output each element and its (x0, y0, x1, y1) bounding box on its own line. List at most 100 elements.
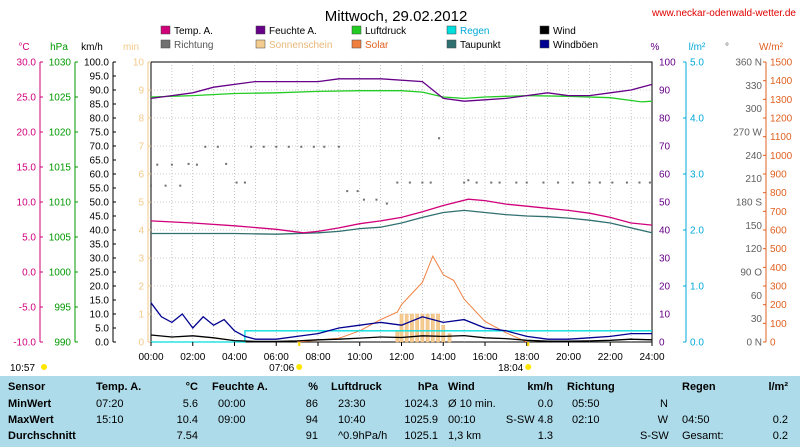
richtung-point (525, 181, 528, 184)
series-feuchte-a- (150, 78, 653, 102)
axis-tick-label-wind: 5.0 (95, 324, 109, 335)
axis-unit-press: hPa (50, 42, 68, 53)
legend-swatch (539, 39, 550, 49)
axis-tick-label-press: 1025 (49, 93, 72, 104)
sonnenschein-bar (415, 313, 419, 343)
axis-tick-label-dir: 270 W (733, 128, 762, 139)
sonnenschein-bar (431, 313, 435, 343)
x-tick-label: 06:00 (264, 352, 289, 363)
series-taupunkt (151, 209, 653, 235)
axis-tick-label-press: 1030 (49, 58, 72, 69)
richtung-point (557, 181, 560, 184)
sonnenschein-bar (420, 313, 425, 343)
stats-header-temp: Temp. A. (96, 381, 142, 393)
axis-tick-label-solar: 200 (770, 300, 787, 311)
richtung-point (170, 163, 173, 166)
richtung-point (179, 184, 182, 187)
axis-tick-label-hum: 70 (659, 142, 671, 153)
richtung-point (438, 137, 441, 140)
axis-unit-temp: °C (18, 42, 29, 53)
axis-tick-label-solar: 700 (770, 207, 787, 218)
x-tick-label: 22:00 (598, 352, 623, 363)
sun-markers: 10:57 07:06 18:04 (10, 342, 532, 374)
axis-tick-label-temp: 30.0 (17, 58, 37, 69)
richtung-point (356, 190, 359, 193)
sun-icon (41, 364, 47, 370)
stats-cell-regen-val: 0.2 (772, 430, 788, 442)
sun-icon (525, 364, 532, 370)
stats-header-temp-unit: °C (185, 381, 198, 393)
axis-tick-label-hum: 100 (659, 58, 676, 69)
stats-cell-druck-val: 1025.1 (404, 430, 438, 442)
axis-tick-label-dir: 0 N (746, 338, 762, 349)
richtung-point (475, 181, 478, 184)
axis-tick-label-wind: 20.0 (90, 282, 110, 293)
axis-tick-label-solar: 100 (770, 319, 787, 330)
axis-tick-label-solar: 600 (770, 226, 787, 237)
axis-tick-label-solar: 1300 (770, 95, 793, 106)
axis-tick-label-wind: 85.0 (90, 100, 110, 111)
stats-header-richtung: Richtung (567, 381, 615, 393)
richtung-point (346, 190, 349, 193)
x-tick-label: 12:00 (389, 352, 414, 363)
axis-unit-hum: % (651, 42, 660, 53)
stats-cell-wind-time: 00:10 (448, 414, 476, 426)
x-tick-label: 00:00 (138, 352, 163, 363)
legend-swatch (351, 39, 362, 49)
axis-tick-label-solar: 1200 (770, 114, 793, 125)
axis-tick-label-solar: 300 (770, 282, 787, 293)
axis-tick-label-hum: 10 (659, 310, 671, 321)
axis-tick-label-rain: 4.0 (690, 114, 704, 125)
sonnenschein-bar (404, 313, 409, 343)
axis-tick-label-rain: 3.0 (690, 170, 704, 181)
richtung-point (225, 162, 228, 165)
stats-header-feuchte-unit: % (308, 381, 318, 393)
axis-tick-label-temp: 15.0 (17, 163, 37, 174)
stats-cell-druck-time: 10:40 (338, 414, 366, 426)
x-tick-label: 10:00 (347, 352, 372, 363)
axis-tick-label-rain: 5.0 (690, 58, 704, 69)
axis-tick-label-hum: 20 (659, 282, 671, 293)
x-axis: 00:00 02:00 04:00 06:00 08:00 10:00 12:00 14:00… (138, 342, 665, 363)
axis-tick-label-hum: 50 (659, 198, 671, 209)
axis-tick-label-temp: 20.0 (17, 128, 37, 139)
richtung-point (300, 145, 303, 148)
x-tick-label: 24:00 (639, 352, 664, 363)
richtung-point (195, 163, 198, 166)
richtung-point (498, 181, 501, 184)
axis-tick-label-sun: 0 (138, 338, 144, 349)
richtung-point (262, 145, 265, 148)
sun-marker-label: 07:06 (269, 363, 294, 374)
richtung-point (542, 181, 545, 184)
legend-swatch (446, 39, 457, 49)
richtung-point (638, 181, 641, 184)
axis-tick-label-dir: 360 N (735, 58, 762, 69)
x-tick-label: 20:00 (556, 352, 581, 363)
richtung-point (275, 145, 278, 148)
legend-label: Sonnenschein (269, 40, 332, 51)
stats-cell-feuchte-val: 91 (305, 430, 318, 442)
stats-cell-temp-val: 5.6 (182, 398, 198, 410)
stats-cell-richtung-val: W (657, 414, 668, 426)
axis-tick-label-wind: 60.0 (90, 170, 110, 181)
legend-label: Richtung (174, 40, 213, 51)
richtung-point (216, 145, 219, 148)
richtung-point (337, 145, 340, 148)
stats-cell-regen-val: 0.2 (772, 414, 788, 426)
stats-cell-temp-time: 15:10 (96, 414, 124, 426)
stats-cell-label: Durchschnitt (8, 430, 76, 442)
stats-cell-regen-time: 04:50 (682, 414, 710, 426)
stats-header-regen: Regen (682, 381, 716, 393)
richtung-point (429, 181, 432, 184)
legend-swatch (539, 25, 550, 35)
axis-tick-label-solar: 800 (770, 188, 787, 199)
axis-tick-label-solar: 500 (770, 244, 787, 255)
axis-unit-sun: min (123, 42, 139, 53)
stats-cell-temp-time: 07:20 (96, 398, 124, 410)
series-temp-a- (150, 198, 653, 234)
axis-tick-label-hum: 30 (659, 254, 671, 265)
site-link[interactable]: www.neckar-odenwald-wetter.de (651, 8, 796, 19)
stats-cell-druck-val: 1025.9 (404, 414, 438, 426)
sun-marker-label: 18:04 (498, 363, 523, 374)
axis-tick-label-solar: 1400 (770, 76, 793, 87)
